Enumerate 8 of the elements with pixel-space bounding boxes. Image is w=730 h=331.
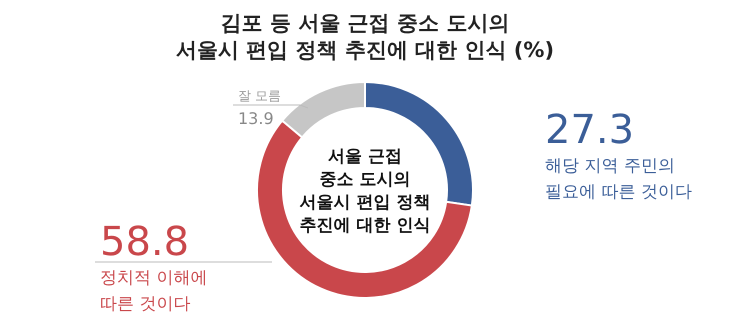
slice-label: 정치적 이해에 따른 것이다 [100,268,208,314]
data-label: 58.8 [100,219,190,265]
data-label: 13.9 [238,109,274,128]
slice-label: 해당 지역 주민의 필요에 따른 것이다 [545,156,692,202]
chart-title: 김포 등 서울 근접 중소 도시의 서울시 편입 정책 추진에 대한 인식 (%) [176,11,554,62]
text: 서울 근접 중소 도시의 서울시 편입 정책 추진에 대한 인식 [300,146,430,236]
slice-label: 잘 모름 [238,89,282,104]
data-label: 27.3 [545,107,634,153]
